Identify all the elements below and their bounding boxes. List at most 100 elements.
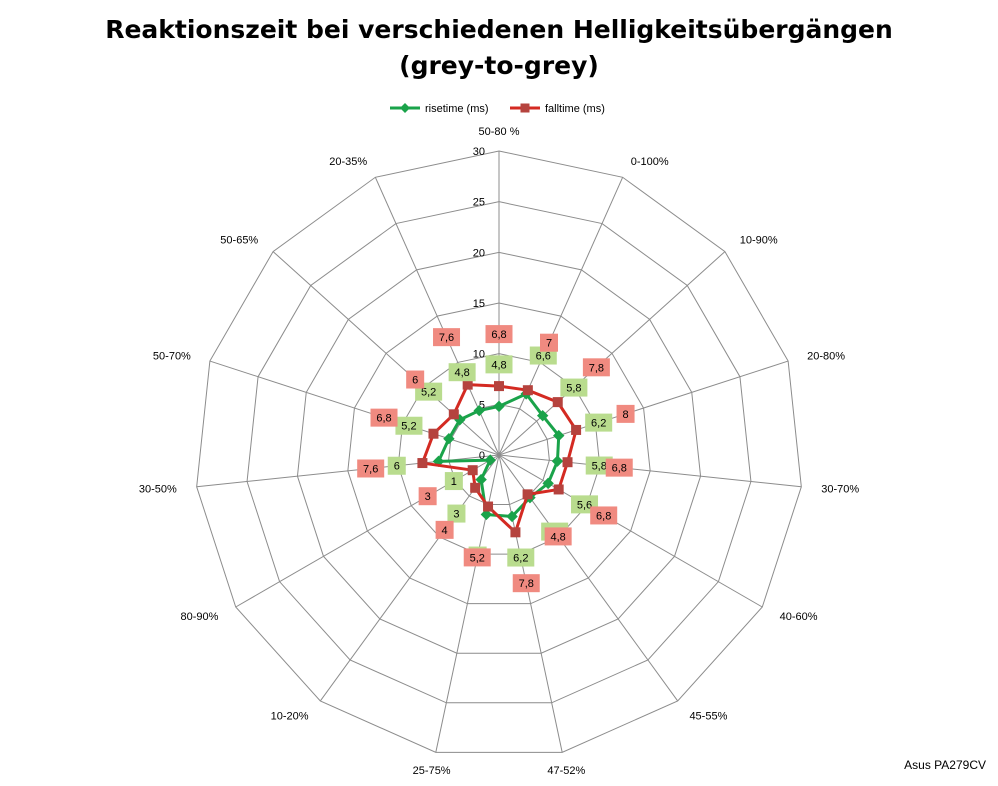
tick-label: 15 <box>473 298 485 310</box>
data-label: 6,8 <box>491 329 506 341</box>
axis-label: 40-60% <box>780 611 818 623</box>
grid-ring <box>347 302 651 605</box>
data-label-bg <box>512 574 540 593</box>
axis-label: 80-90% <box>180 611 218 623</box>
data-label: 4,8 <box>491 359 506 371</box>
data-point <box>493 400 505 413</box>
data-label: 6,2 <box>513 553 528 565</box>
data-point <box>443 433 455 445</box>
axis-label: 25-75% <box>413 765 451 777</box>
grid-ring <box>246 201 752 704</box>
data-label: 5,8 <box>592 461 607 473</box>
tick-label: 0 <box>479 450 485 462</box>
grid-spoke <box>498 360 789 456</box>
data-label: 7,6 <box>439 332 454 344</box>
data-label: 4 <box>442 525 448 537</box>
legend-label: falltime (ms) <box>545 103 605 115</box>
data-label-bg <box>447 504 466 523</box>
grid-ring <box>397 353 601 555</box>
data-label-bg <box>387 456 406 475</box>
grid-ring <box>448 403 550 506</box>
axis-label: 20-80% <box>807 350 845 362</box>
chart-title-line-1: Reaktionszeit bei verschiedenen Helligke… <box>105 15 893 44</box>
data-point <box>510 527 521 538</box>
data-label: 6 <box>412 375 418 387</box>
data-label-bg <box>540 333 559 352</box>
data-label: 3 <box>453 509 459 521</box>
data-point <box>467 465 478 476</box>
data-point <box>536 409 549 422</box>
data-point <box>553 429 565 442</box>
data-label: 6,8 <box>612 463 627 475</box>
radar-grid <box>196 150 802 753</box>
data-point <box>553 484 564 495</box>
data-label-bg <box>582 358 610 377</box>
data-point <box>506 510 518 523</box>
data-point <box>473 404 485 417</box>
data-label-bg <box>448 363 476 382</box>
series-1 <box>417 379 582 538</box>
data-label: 6,2 <box>591 418 606 430</box>
data-point <box>448 409 459 420</box>
source-label: Asus PA279CV <box>904 758 986 772</box>
data-label: 1 <box>451 476 457 488</box>
grid-ring <box>196 150 802 753</box>
data-label: 7,6 <box>363 463 378 475</box>
axis-label: 50-80 % <box>479 126 520 138</box>
data-label-bg <box>544 527 572 546</box>
data-point <box>484 454 496 466</box>
grid-ring <box>296 251 702 654</box>
axis-label: 47-52% <box>547 765 585 777</box>
data-label: 5,2 <box>401 421 416 433</box>
grid-spoke <box>498 454 763 608</box>
legend-marker <box>520 103 530 113</box>
data-point <box>562 457 573 468</box>
legend-marker <box>400 103 410 113</box>
data-point <box>475 473 487 486</box>
data-label-bg <box>485 325 513 344</box>
axis-label: 30-50% <box>139 484 177 496</box>
data-point <box>522 385 533 396</box>
axis-label: 50-70% <box>153 350 191 362</box>
data-label-bg <box>370 408 398 427</box>
grid-spoke <box>498 454 802 488</box>
data-label-bg <box>418 487 437 506</box>
data-point <box>470 482 481 493</box>
data-label: 8 <box>622 409 628 421</box>
data-label-bg <box>444 472 463 491</box>
tick-label: 25 <box>473 197 485 209</box>
data-label-bg <box>507 548 535 567</box>
axis-label: 30-70% <box>821 484 859 496</box>
data-label-bg <box>590 506 618 525</box>
data-label-bg <box>435 520 454 539</box>
data-point <box>480 508 493 521</box>
grid-spoke <box>498 251 726 456</box>
axis-label: 45-55% <box>689 711 727 723</box>
data-label: 3 <box>425 491 431 503</box>
data-point <box>522 489 533 500</box>
data-label: 5,2 <box>470 552 485 564</box>
data-label: 4,8 <box>454 367 469 379</box>
data-point <box>462 379 473 390</box>
grid-spoke <box>498 177 624 456</box>
data-point <box>483 501 494 512</box>
data-label: 7,8 <box>519 578 534 590</box>
grid-spoke <box>319 454 500 702</box>
chart-title: Reaktionszeit bei verschiedenen Helligke… <box>0 12 998 84</box>
data-label: 5,8 <box>566 383 581 395</box>
data-label-bg <box>395 416 423 435</box>
legend-label: risetime (ms) <box>425 103 489 115</box>
data-label-bg <box>406 370 425 389</box>
data-label: 6,8 <box>596 510 611 522</box>
axis-label: 20-35% <box>329 156 367 168</box>
data-point <box>552 397 563 408</box>
data-label: 7 <box>546 338 552 350</box>
data-point <box>417 458 428 469</box>
axis-label: 10-90% <box>740 235 778 247</box>
tick-label: 10 <box>473 349 485 361</box>
series-line <box>420 383 578 534</box>
tick-label: 5 <box>479 399 485 411</box>
axis-label: 0-100% <box>631 156 669 168</box>
